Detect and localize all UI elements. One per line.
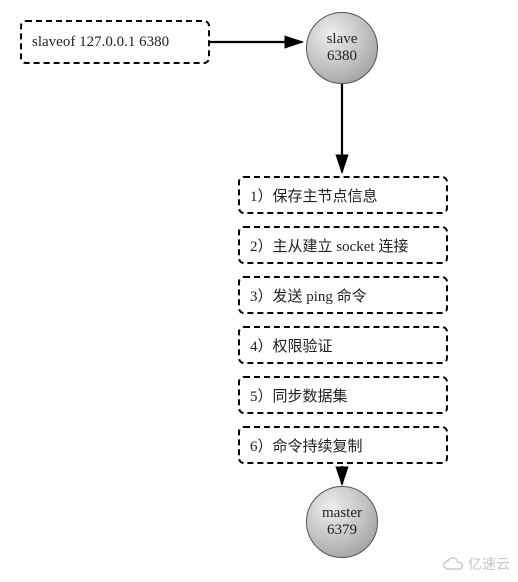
slave-label: slave — [327, 31, 358, 48]
slave-node: slave 6380 — [306, 12, 378, 84]
step-text: 6）命令持续复制 — [250, 435, 363, 456]
step-box: 3）发送 ping 命令 — [238, 276, 448, 314]
step-text: 5）同步数据集 — [250, 385, 348, 406]
step-box: 4）权限验证 — [238, 326, 448, 364]
master-port: 6379 — [327, 522, 357, 539]
step-box: 2）主从建立 socket 连接 — [238, 226, 448, 264]
watermark: 亿速云 — [442, 554, 510, 574]
step-box: 5）同步数据集 — [238, 376, 448, 414]
step-box: 6）命令持续复制 — [238, 426, 448, 464]
master-node: master 6379 — [306, 486, 378, 558]
master-label: master — [322, 505, 362, 522]
step-text: 1）保存主节点信息 — [250, 185, 378, 206]
slave-port: 6380 — [327, 48, 357, 65]
step-text: 2）主从建立 socket 连接 — [250, 235, 408, 256]
watermark-text: 亿速云 — [468, 554, 510, 574]
step-box: 1）保存主节点信息 — [238, 176, 448, 214]
command-box: slaveof 127.0.0.1 6380 — [20, 20, 210, 64]
step-text: 3）发送 ping 命令 — [250, 285, 367, 306]
cloud-icon — [442, 557, 464, 571]
command-text: slaveof 127.0.0.1 6380 — [32, 34, 169, 51]
step-text: 4）权限验证 — [250, 335, 333, 356]
